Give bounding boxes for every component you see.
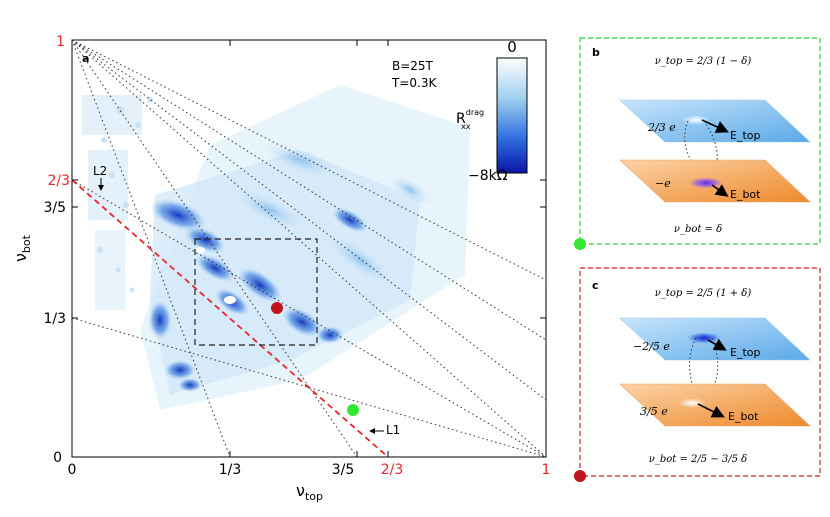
x-axis-label: νtop [296,481,323,503]
colorbar-top-label: 0 [507,38,517,56]
zoom-box [194,238,318,346]
temperature-label: T=0.3K [391,76,437,90]
panel-b-bottom-equation: ν_bot = δ [674,224,722,235]
panel-b-flux-loop [684,120,718,185]
panel-c-top-charge: −2/5 e [633,340,670,353]
panel-b: b ν_top = 2/3 (1 − δ) 2/3 e E_top −e E_b… [574,37,821,250]
panel-b-bottom-field: E_bot [730,188,761,201]
drag-resistance-map [82,85,470,410]
panel-c-bottom-field: E_bot [728,410,759,423]
x-tick-1: 1 [542,462,551,478]
panel-c-top-equation: ν_top = 2/5 (1 + δ) [655,288,752,299]
x-tick-0: 0 [68,462,77,478]
panel-b-top-field-arrow [701,119,729,133]
panel-b-bottom-field-arrow [711,184,729,197]
annotation-l2: L2 [93,164,107,178]
colorbar-bottom-label: −8kΩ [468,168,508,184]
green-dot [347,404,359,416]
panel-b-top-equation: ν_top = 2/3 (1 − δ) [655,56,752,67]
panel-b-bottom-charge: −e [655,177,671,190]
panel-a-label: a [82,52,89,65]
colorbar [496,57,528,174]
panel-b-top-sheet [619,99,811,143]
panel-b-label: b [592,46,600,59]
panel-c-label: c [592,279,599,292]
y-tick-1: 1 [56,34,65,50]
y-tick-2-3: 2/3 [47,173,70,189]
field-label: B=25T [392,59,434,73]
y-tick-marks [72,40,546,458]
panel-c-top-field-arrow [707,338,727,351]
red-line-l2 [71,179,389,458]
panel-c-border [579,267,821,477]
panel-c-bottom-sheet [619,383,811,427]
colorbar-quantity: Rdrag xx [456,108,484,131]
red-dot [271,302,283,314]
x-tick-3-5: 3/5 [332,462,355,478]
panel-b-top-charge: 2/3 e [647,121,676,134]
panel-c-bottom-field-arrow [697,403,725,418]
y-tick-0: 0 [53,450,62,466]
panel-b-top-field: E_top [730,129,760,142]
y-tick-1-3: 1/3 [43,311,66,327]
panel-c-red-dot [574,470,586,482]
y-tick-3-5: 3/5 [43,200,66,216]
annotation-l1: L1 [386,423,400,437]
panel-a: a B=25T T=0.3K 0 −8kΩ Rdrag xx L2 L1 0 1/… [11,34,550,503]
panel-c-top-field: E_top [730,346,760,359]
guide-lines [71,39,547,458]
panel-c-bottom-equation: ν_bot = 2/5 − 3/5 δ [649,454,747,465]
x-tick-2-3: 2/3 [381,462,404,478]
panel-c-bottom-charge: 3/5 e [640,405,668,418]
panel-c: c ν_top = 2/5 (1 + δ) −2/5 e E_top 3/5 e… [574,267,821,482]
panel-b-border [579,37,821,245]
x-tick-1-3: 1/3 [219,462,242,478]
panel-b-green-dot [574,238,586,250]
y-axis-label: νbot [11,234,33,262]
